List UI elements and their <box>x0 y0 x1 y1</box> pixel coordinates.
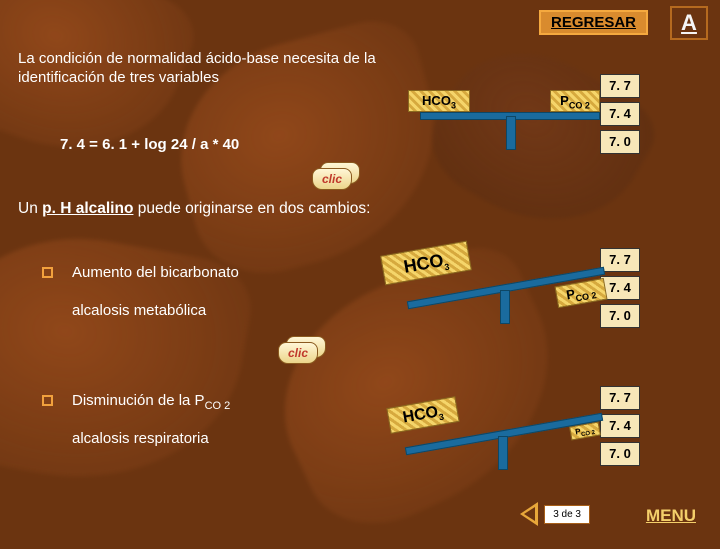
prev-arrow-button[interactable] <box>520 502 538 526</box>
item2-prefix: Disminución de la P <box>72 392 205 409</box>
balance-diagram-1: HCO3 PCO 2 <box>420 96 620 156</box>
balance-diagram-2: HCO3 PCO 2 <box>400 256 620 336</box>
equation-text: 7. 4 = 6. 1 + log 24 / a * 40 <box>60 136 239 153</box>
bullet-icon <box>42 267 53 278</box>
alkaline-sentence: Un p. H alcalino puede originarse en dos… <box>18 200 370 218</box>
sentence-suffix: puede originarse en dos cambios: <box>133 200 370 217</box>
sentence-bold: p. H alcalino <box>42 200 133 217</box>
bg-leaf <box>0 0 204 182</box>
page-indicator: 3 de 3 <box>544 505 590 524</box>
pco2-plate: PCO 2 <box>550 90 600 112</box>
intro-text: La condición de normalidad ácido-base ne… <box>18 50 378 88</box>
item1-label: Aumento del bicarbonato <box>72 264 239 281</box>
item1-sublabel: alcalosis metabólica <box>72 302 206 319</box>
clic-label: clic <box>312 168 352 190</box>
clic-label: clic <box>278 342 318 364</box>
item2-sub: CO 2 <box>205 400 231 412</box>
hco3-plate: HCO3 <box>386 396 459 434</box>
bullet-icon <box>42 395 53 406</box>
sentence-prefix: Un <box>18 200 42 217</box>
a-button[interactable]: A <box>670 6 708 40</box>
balance-diagram-3: HCO3 PCO 2 <box>398 402 618 482</box>
hco3-plate: HCO3 <box>408 90 470 112</box>
pco2-plate: PCO 2 <box>554 278 607 308</box>
balance-pivot <box>498 436 508 470</box>
arrow-left-icon <box>524 507 535 521</box>
balance-pivot <box>500 290 510 324</box>
menu-button[interactable]: MENU <box>646 506 696 526</box>
item2-sublabel: alcalosis respiratoria <box>72 430 209 447</box>
hco3-plate: HCO3 <box>380 241 472 286</box>
clic-button-1[interactable]: clic <box>312 162 362 192</box>
regresar-button[interactable]: REGRESAR <box>539 10 648 35</box>
pager: 3 de 3 <box>520 502 590 526</box>
clic-button-2[interactable]: clic <box>278 336 328 366</box>
scale-cell: 7. 7 <box>600 74 640 98</box>
balance-pivot <box>506 116 516 150</box>
item2-label: Disminución de la PCO 2 <box>72 392 230 412</box>
